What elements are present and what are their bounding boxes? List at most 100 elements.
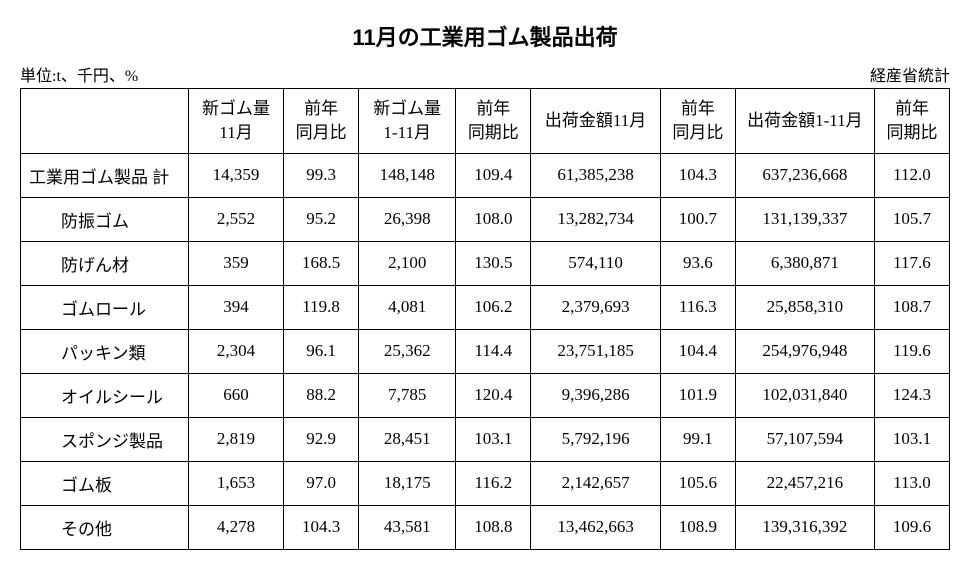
cell-5-4: 9,396,286	[531, 373, 661, 417]
cell-4-1: 96.1	[284, 329, 359, 373]
cell-4-0: 2,304	[188, 329, 283, 373]
table-row: 工業用ゴム製品 計14,35999.3148,148109.461,385,23…	[21, 153, 950, 197]
cell-4-7: 119.6	[874, 329, 949, 373]
cell-6-7: 103.1	[874, 417, 949, 461]
cell-5-6: 102,031,840	[735, 373, 874, 417]
cell-2-5: 93.6	[660, 241, 735, 285]
cell-3-4: 2,379,693	[531, 285, 661, 329]
cell-0-3: 109.4	[456, 153, 531, 197]
cell-0-2: 148,148	[359, 153, 456, 197]
cell-1-7: 105.7	[874, 197, 949, 241]
cell-4-6: 254,976,948	[735, 329, 874, 373]
col-header-4: 出荷金額11月	[531, 89, 661, 154]
cell-5-0: 660	[188, 373, 283, 417]
cell-1-0: 2,552	[188, 197, 283, 241]
cell-8-7: 109.6	[874, 505, 949, 549]
cell-3-6: 25,858,310	[735, 285, 874, 329]
cell-0-4: 61,385,238	[531, 153, 661, 197]
cell-8-0: 4,278	[188, 505, 283, 549]
cell-5-3: 120.4	[456, 373, 531, 417]
cell-3-7: 108.7	[874, 285, 949, 329]
cell-0-5: 104.3	[660, 153, 735, 197]
meta-row: 単位:t、千円、% 経産省統計	[20, 62, 950, 86]
col-header-5: 前年同月比	[660, 89, 735, 154]
cell-1-1: 95.2	[284, 197, 359, 241]
cell-8-2: 43,581	[359, 505, 456, 549]
table-body: 工業用ゴム製品 計14,35999.3148,148109.461,385,23…	[21, 153, 950, 549]
cell-8-5: 108.9	[660, 505, 735, 549]
cell-3-0: 394	[188, 285, 283, 329]
cell-4-2: 25,362	[359, 329, 456, 373]
cell-2-3: 130.5	[456, 241, 531, 285]
cell-7-7: 113.0	[874, 461, 949, 505]
cell-3-2: 4,081	[359, 285, 456, 329]
table-row: ゴム板1,65397.018,175116.22,142,657105.622,…	[21, 461, 950, 505]
cell-0-7: 112.0	[874, 153, 949, 197]
row-label: ゴムロール	[21, 285, 189, 329]
cell-6-0: 2,819	[188, 417, 283, 461]
table-row: パッキン類2,30496.125,362114.423,751,185104.4…	[21, 329, 950, 373]
row-label: 工業用ゴム製品 計	[21, 153, 189, 197]
col-header-2: 新ゴム量1-11月	[359, 89, 456, 154]
cell-5-1: 88.2	[284, 373, 359, 417]
cell-3-1: 119.8	[284, 285, 359, 329]
cell-1-6: 131,139,337	[735, 197, 874, 241]
row-label: スポンジ製品	[21, 417, 189, 461]
cell-2-0: 359	[188, 241, 283, 285]
table-row: オイルシール66088.27,785120.49,396,286101.9102…	[21, 373, 950, 417]
cell-0-6: 637,236,668	[735, 153, 874, 197]
cell-1-4: 13,282,734	[531, 197, 661, 241]
table-row: 防げん材359168.52,100130.5574,11093.66,380,8…	[21, 241, 950, 285]
cell-1-2: 26,398	[359, 197, 456, 241]
col-header-0: 新ゴム量11月	[188, 89, 283, 154]
cell-2-4: 574,110	[531, 241, 661, 285]
cell-5-5: 101.9	[660, 373, 735, 417]
cell-7-4: 2,142,657	[531, 461, 661, 505]
cell-8-6: 139,316,392	[735, 505, 874, 549]
table-row: 防振ゴム2,55295.226,398108.013,282,734100.71…	[21, 197, 950, 241]
cell-0-0: 14,359	[188, 153, 283, 197]
table-row: スポンジ製品2,81992.928,451103.15,792,19699.15…	[21, 417, 950, 461]
cell-6-4: 5,792,196	[531, 417, 661, 461]
shipment-table: 新ゴム量11月前年同月比新ゴム量1-11月前年同期比出荷金額11月前年同月比出荷…	[20, 88, 950, 550]
col-header-1: 前年同月比	[284, 89, 359, 154]
cell-6-5: 99.1	[660, 417, 735, 461]
col-header-3: 前年同期比	[456, 89, 531, 154]
cell-2-6: 6,380,871	[735, 241, 874, 285]
cell-4-3: 114.4	[456, 329, 531, 373]
cell-6-2: 28,451	[359, 417, 456, 461]
cell-3-3: 106.2	[456, 285, 531, 329]
cell-2-1: 168.5	[284, 241, 359, 285]
source-note: 経産省統計	[870, 62, 950, 86]
cell-8-4: 13,462,663	[531, 505, 661, 549]
cell-6-1: 92.9	[284, 417, 359, 461]
cell-2-7: 117.6	[874, 241, 949, 285]
cell-7-2: 18,175	[359, 461, 456, 505]
cell-1-3: 108.0	[456, 197, 531, 241]
cell-5-7: 124.3	[874, 373, 949, 417]
cell-5-2: 7,785	[359, 373, 456, 417]
row-label: 防げん材	[21, 241, 189, 285]
cell-7-3: 116.2	[456, 461, 531, 505]
cell-2-2: 2,100	[359, 241, 456, 285]
col-header-7: 前年同期比	[874, 89, 949, 154]
cell-7-5: 105.6	[660, 461, 735, 505]
cell-7-0: 1,653	[188, 461, 283, 505]
cell-8-1: 104.3	[284, 505, 359, 549]
col-header-category	[21, 89, 189, 154]
cell-0-1: 99.3	[284, 153, 359, 197]
row-label: その他	[21, 505, 189, 549]
cell-6-6: 57,107,594	[735, 417, 874, 461]
row-label: パッキン類	[21, 329, 189, 373]
col-header-6: 出荷金額1-11月	[735, 89, 874, 154]
cell-8-3: 108.8	[456, 505, 531, 549]
cell-6-3: 103.1	[456, 417, 531, 461]
page-title: 11月の工業用ゴム製品出荷	[20, 20, 950, 52]
table-row: その他4,278104.343,581108.813,462,663108.91…	[21, 505, 950, 549]
row-label: オイルシール	[21, 373, 189, 417]
header-row: 新ゴム量11月前年同月比新ゴム量1-11月前年同期比出荷金額11月前年同月比出荷…	[21, 89, 950, 154]
table-row: ゴムロール394119.84,081106.22,379,693116.325,…	[21, 285, 950, 329]
cell-7-1: 97.0	[284, 461, 359, 505]
cell-3-5: 116.3	[660, 285, 735, 329]
cell-4-5: 104.4	[660, 329, 735, 373]
